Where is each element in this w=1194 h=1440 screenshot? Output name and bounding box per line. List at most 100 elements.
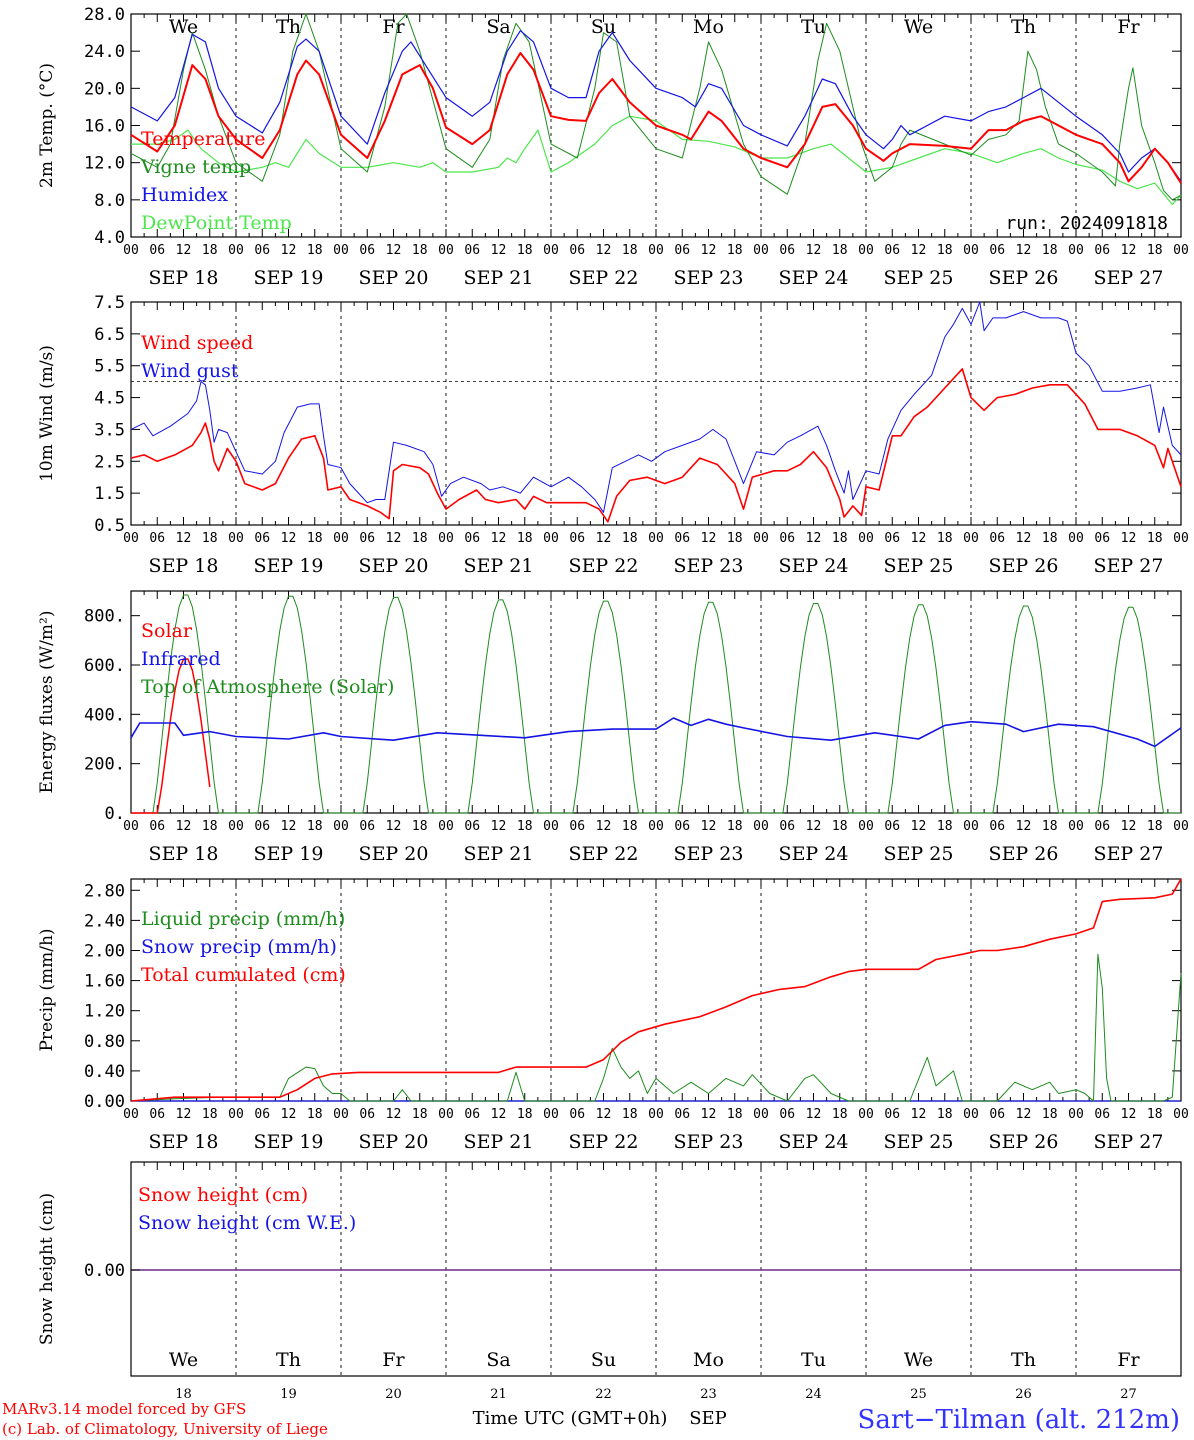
wind-gust-line bbox=[130, 301, 1182, 513]
hour-tick-label: 18 bbox=[622, 531, 638, 546]
hour-tick-label: 18 bbox=[622, 1107, 638, 1122]
wind-speed-line bbox=[130, 368, 1182, 523]
hour-tick-label: 00 bbox=[1068, 243, 1084, 258]
hour-tick-label: 12 bbox=[281, 819, 297, 834]
hour-tick-label: 12 bbox=[596, 819, 612, 834]
date-label: SEP 21 bbox=[464, 555, 534, 577]
y-tick-label: 2.5 bbox=[94, 452, 125, 472]
weekday-label: We bbox=[169, 1349, 198, 1371]
date-label: SEP 19 bbox=[254, 843, 324, 865]
hour-tick-label: 00 bbox=[1173, 531, 1189, 546]
hour-tick-label: 18 bbox=[727, 1107, 743, 1122]
hour-tick-label: 18 bbox=[412, 819, 428, 834]
date-label: SEP 26 bbox=[989, 267, 1059, 289]
hour-tick-label: 06 bbox=[674, 1107, 690, 1122]
date-label: SEP 18 bbox=[149, 843, 219, 865]
hour-tick-label: 12 bbox=[281, 243, 297, 258]
hour-tick-label: 06 bbox=[569, 1107, 585, 1122]
hour-tick-label: 00 bbox=[438, 819, 454, 834]
hour-tick-label: 00 bbox=[123, 531, 139, 546]
y-tick-label: 28.0 bbox=[84, 5, 125, 25]
weekday-label: Th bbox=[276, 16, 301, 38]
hour-tick-label: 12 bbox=[176, 243, 192, 258]
day-number-label: 24 bbox=[805, 1387, 822, 1402]
hour-tick-label: 12 bbox=[806, 531, 822, 546]
date-label: SEP 20 bbox=[359, 1131, 429, 1153]
y-axis-label: 10m Wind (m/s) bbox=[37, 345, 57, 482]
hour-tick-label: 00 bbox=[438, 1107, 454, 1122]
date-label: SEP 22 bbox=[569, 267, 639, 289]
date-label: SEP 20 bbox=[359, 555, 429, 577]
legend-entry: Vigne temp bbox=[140, 156, 251, 178]
hour-tick-label: 18 bbox=[307, 243, 323, 258]
hour-tick-label: 18 bbox=[517, 1107, 533, 1122]
weekday-label: Sa bbox=[486, 16, 510, 38]
hour-tick-label: 00 bbox=[753, 243, 769, 258]
date-label: SEP 23 bbox=[674, 555, 744, 577]
hour-tick-label: 12 bbox=[281, 1107, 297, 1122]
legend-entry: Humidex bbox=[141, 184, 228, 206]
hour-tick-label: 00 bbox=[123, 243, 139, 258]
hour-tick-label: 18 bbox=[937, 243, 953, 258]
hour-tick-label: 12 bbox=[1121, 243, 1137, 258]
date-label: SEP 20 bbox=[359, 843, 429, 865]
energy-plot: 00 06 12 18 SEP 18 00 06 12 18 SEP 19 00 06 12 18 SEP … bbox=[37, 590, 1189, 865]
month-label: SEP bbox=[689, 1408, 727, 1429]
hour-tick-label: 12 bbox=[1121, 1107, 1137, 1122]
hour-tick-label: 18 bbox=[202, 243, 218, 258]
y-axis-label: Precip (mm/h) bbox=[37, 928, 57, 1051]
weekday-label: Tu bbox=[801, 1349, 826, 1371]
dewpoint-line bbox=[131, 115, 1182, 206]
hour-tick-label: 18 bbox=[622, 819, 638, 834]
hour-tick-label: 06 bbox=[149, 531, 165, 546]
date-label: SEP 24 bbox=[779, 267, 849, 289]
hour-tick-label: 06 bbox=[674, 531, 690, 546]
date-label: SEP 24 bbox=[779, 1131, 849, 1153]
hour-tick-label: 18 bbox=[832, 243, 848, 258]
hour-tick-label: 12 bbox=[1016, 531, 1032, 546]
date-label: SEP 25 bbox=[884, 555, 954, 577]
hour-tick-label: 18 bbox=[517, 243, 533, 258]
hour-tick-label: 18 bbox=[1147, 531, 1163, 546]
footer: MARv3.14 model forced by GFS (c) Lab. of… bbox=[2, 1400, 1180, 1438]
day-number-label: 22 bbox=[595, 1387, 612, 1402]
hour-tick-label: 00 bbox=[1068, 819, 1084, 834]
hour-tick-label: 06 bbox=[569, 531, 585, 546]
date-label: SEP 25 bbox=[884, 267, 954, 289]
date-label: SEP 24 bbox=[779, 555, 849, 577]
hour-tick-label: 06 bbox=[359, 243, 375, 258]
plot-frame bbox=[130, 590, 1182, 814]
y-tick-label: 600. bbox=[84, 656, 125, 676]
legend-entry: Top of Atmosphere (Solar) bbox=[141, 676, 394, 698]
hour-tick-label: 00 bbox=[858, 243, 874, 258]
date-label: SEP 23 bbox=[674, 843, 744, 865]
hour-tick-label: 00 bbox=[648, 243, 664, 258]
weekday-label: Su bbox=[591, 1349, 616, 1371]
hour-tick-label: 12 bbox=[911, 531, 927, 546]
legend-entry: Snow height (cm) bbox=[138, 1184, 308, 1206]
hour-tick-label: 00 bbox=[333, 531, 349, 546]
infrared-line bbox=[130, 717, 1182, 748]
hour-tick-label: 18 bbox=[1042, 819, 1058, 834]
hour-tick-label: 18 bbox=[727, 819, 743, 834]
date-label: SEP 25 bbox=[884, 843, 954, 865]
hour-tick-label: 06 bbox=[674, 243, 690, 258]
hour-tick-label: 00 bbox=[228, 531, 244, 546]
date-label: SEP 23 bbox=[674, 1131, 744, 1153]
hour-tick-label: 00 bbox=[963, 1107, 979, 1122]
hour-tick-label: 00 bbox=[228, 243, 244, 258]
vigne-temp-line bbox=[130, 13, 1182, 201]
hour-tick-label: 18 bbox=[937, 1107, 953, 1122]
date-label: SEP 27 bbox=[1094, 267, 1164, 289]
hour-tick-label: 18 bbox=[412, 531, 428, 546]
hour-tick-label: 00 bbox=[963, 243, 979, 258]
humidex-line bbox=[130, 30, 1182, 182]
hour-tick-label: 18 bbox=[1147, 243, 1163, 258]
precip-plot: 00 06 12 18 SEP 18 00 06 12 18 SEP 19 00 06 12 18 SEP … bbox=[37, 878, 1189, 1153]
hour-tick-label: 12 bbox=[1016, 243, 1032, 258]
hour-tick-label: 18 bbox=[727, 243, 743, 258]
y-tick-label: 1.5 bbox=[94, 484, 125, 504]
hour-tick-label: 06 bbox=[359, 819, 375, 834]
date-label: SEP 18 bbox=[149, 267, 219, 289]
weekday-label: Th bbox=[1011, 16, 1036, 38]
